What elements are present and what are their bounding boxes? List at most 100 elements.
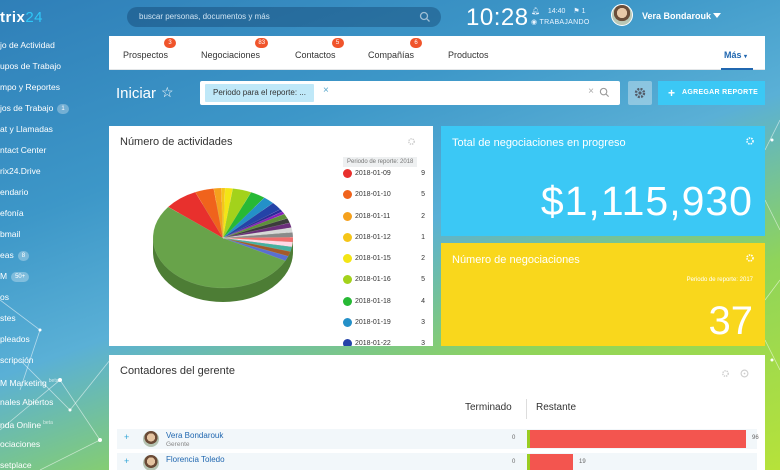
clock-status[interactable]: 🔔︎ 14:40 ⚑ 1 ◉ TRABAJANDO — [531, 6, 602, 28]
search-input[interactable]: buscar personas, documentos y más — [127, 7, 441, 27]
logo[interactable]: trix24 — [0, 9, 44, 26]
sidebar-item[interactable]: setplace — [0, 455, 105, 470]
manager-row[interactable]: + Vera Bondarouk Gerente 0 96 — [117, 429, 759, 449]
sidebar-item[interactable]: ntact Center — [0, 140, 105, 161]
gear-icon[interactable] — [407, 137, 416, 146]
sidebar-item[interactable]: pleados — [0, 329, 105, 350]
sidebar-item[interactable]: jo de Actividad — [0, 35, 105, 56]
sidebar-item[interactable]: endario — [0, 182, 105, 203]
legend-item[interactable]: 2018-01-12 1 — [343, 230, 429, 251]
pie-slice[interactable] — [222, 197, 274, 239]
tab-negociaciones[interactable]: Negociaciones 83 — [201, 38, 269, 60]
chart-legend: 2018-01-09 9 2018-01-10 5 2018-01-11 2 2018-01… — [343, 166, 429, 346]
widget-title: Total de negociaciones en progreso — [452, 137, 626, 149]
info-icon[interactable] — [740, 369, 749, 378]
sidebar-item[interactable]: stes — [0, 308, 105, 329]
managers-widget: Contadores del gerente Terminado Restant… — [109, 355, 765, 470]
sidebar-item[interactable]: nales Abiertos — [0, 392, 105, 413]
pie-slice[interactable] — [167, 191, 224, 239]
user-menu-caret-icon[interactable] — [713, 13, 721, 18]
gear-icon[interactable] — [745, 253, 755, 263]
sidebar-item[interactable]: mpo y Reportes — [0, 77, 105, 98]
legend-date: 2018-01-10 — [355, 191, 391, 199]
search-icon[interactable] — [599, 87, 610, 98]
sidebar-item[interactable]: bmail — [0, 224, 105, 245]
pie-slice[interactable] — [222, 232, 294, 239]
sidebar-item-label: mpo y Reportes — [0, 82, 60, 92]
sidebar-item[interactable]: rix24.Drive — [0, 161, 105, 182]
sidebar-item-label: scripción — [0, 355, 34, 365]
legend-item[interactable]: 2018-01-19 3 — [343, 315, 429, 336]
pie-slice[interactable] — [195, 188, 224, 239]
pie-slice[interactable] — [222, 237, 294, 243]
search-icon[interactable] — [419, 11, 431, 23]
work-status: TRABAJANDO — [539, 19, 590, 26]
pie-slice[interactable] — [152, 206, 286, 289]
sidebar-item[interactable]: os — [0, 287, 105, 308]
sidebar-item[interactable]: jos de Trabajo 1 — [0, 98, 105, 119]
expand-icon[interactable]: + — [124, 432, 130, 442]
sidebar-item[interactable]: nda Online beta — [0, 413, 105, 434]
pie-slice[interactable] — [222, 218, 290, 239]
tab-companias[interactable]: Compañías 6 — [368, 38, 423, 60]
page-title: Iniciar — [116, 85, 157, 102]
sidebar-item[interactable]: eas 8 — [0, 245, 105, 266]
pie-slice[interactable] — [222, 222, 292, 239]
tab-prospectos[interactable]: Prospectos 3 — [123, 38, 177, 60]
sidebar-item[interactable]: ociaciones — [0, 434, 105, 455]
legend-value: 5 — [421, 276, 425, 284]
tab-productos[interactable]: Productos — [448, 50, 489, 60]
expand-icon[interactable]: + — [124, 456, 130, 466]
filter-input[interactable]: Periodo para el reporte: ... × × — [200, 81, 620, 105]
sidebar-item[interactable]: M 50+ — [0, 266, 105, 287]
legend-item[interactable]: 2018-01-11 2 — [343, 209, 429, 230]
star-icon[interactable]: ☆ — [161, 84, 174, 100]
chip-remove-icon[interactable]: × — [323, 85, 329, 96]
sidebar-counter: 50+ — [11, 271, 30, 282]
clock-time[interactable]: 10:28 — [466, 4, 529, 31]
pie-slice[interactable] — [222, 213, 288, 239]
more-menu[interactable]: Más ▾ — [724, 50, 748, 60]
clear-icon[interactable]: × — [588, 86, 594, 97]
legend-item[interactable]: 2018-01-15 2 — [343, 251, 429, 272]
pie-slice[interactable] — [221, 187, 226, 239]
legend-item[interactable]: 2018-01-09 9 — [343, 166, 429, 187]
pie-slice[interactable] — [213, 187, 224, 239]
legend-date: 2018-01-18 — [355, 297, 391, 305]
legend-item[interactable]: 2018-01-16 5 — [343, 272, 429, 293]
pie-slice[interactable] — [222, 237, 293, 252]
pie-slice[interactable] — [222, 211, 285, 239]
gear-icon[interactable] — [745, 136, 755, 146]
manager-row[interactable]: + Florencia Toledo 0 19 — [117, 453, 757, 470]
user-avatar[interactable] — [611, 4, 633, 26]
user-name[interactable]: Vera Bondarouk — [642, 11, 712, 21]
legend-color-dot — [343, 339, 352, 346]
sidebar-item[interactable]: M Marketing beta — [0, 371, 105, 392]
pie-slice[interactable] — [222, 188, 252, 239]
sidebar-item[interactable]: scripción — [0, 350, 105, 371]
sidebar-item[interactable]: upos de Trabajo — [0, 56, 105, 77]
pie-slice[interactable] — [222, 187, 233, 239]
pie-slice[interactable] — [222, 237, 291, 257]
legend-item[interactable]: 2018-01-18 4 — [343, 294, 429, 315]
filter-chip[interactable]: Periodo para el reporte: ... — [205, 84, 314, 102]
pie-slice[interactable] — [222, 237, 289, 261]
pie-slice[interactable] — [222, 227, 293, 239]
sidebar-item[interactable]: at y Llamadas — [0, 119, 105, 140]
pie-slice[interactable] — [222, 202, 281, 239]
sidebar-item-label: jo de Actividad — [0, 40, 55, 50]
legend-value: 3 — [421, 319, 425, 327]
legend-item[interactable]: 2018-01-10 5 — [343, 187, 429, 208]
manager-name[interactable]: Vera Bondarouk — [166, 431, 224, 440]
manager-name[interactable]: Florencia Toledo — [166, 455, 225, 464]
tab-contactos[interactable]: Contactos 5 — [295, 38, 344, 60]
gear-icon[interactable] — [721, 369, 730, 378]
legend-color-dot — [343, 169, 352, 178]
pie-slice[interactable] — [222, 192, 265, 239]
settings-button[interactable] — [628, 81, 652, 105]
add-report-button[interactable]: + AGREGAR REPORTE — [658, 81, 765, 105]
pie-slice[interactable] — [222, 209, 283, 239]
sidebar-item[interactable]: efonía — [0, 203, 105, 224]
legend-item[interactable]: 2018-01-22 3 — [343, 336, 429, 346]
pie-slice[interactable] — [222, 237, 293, 248]
